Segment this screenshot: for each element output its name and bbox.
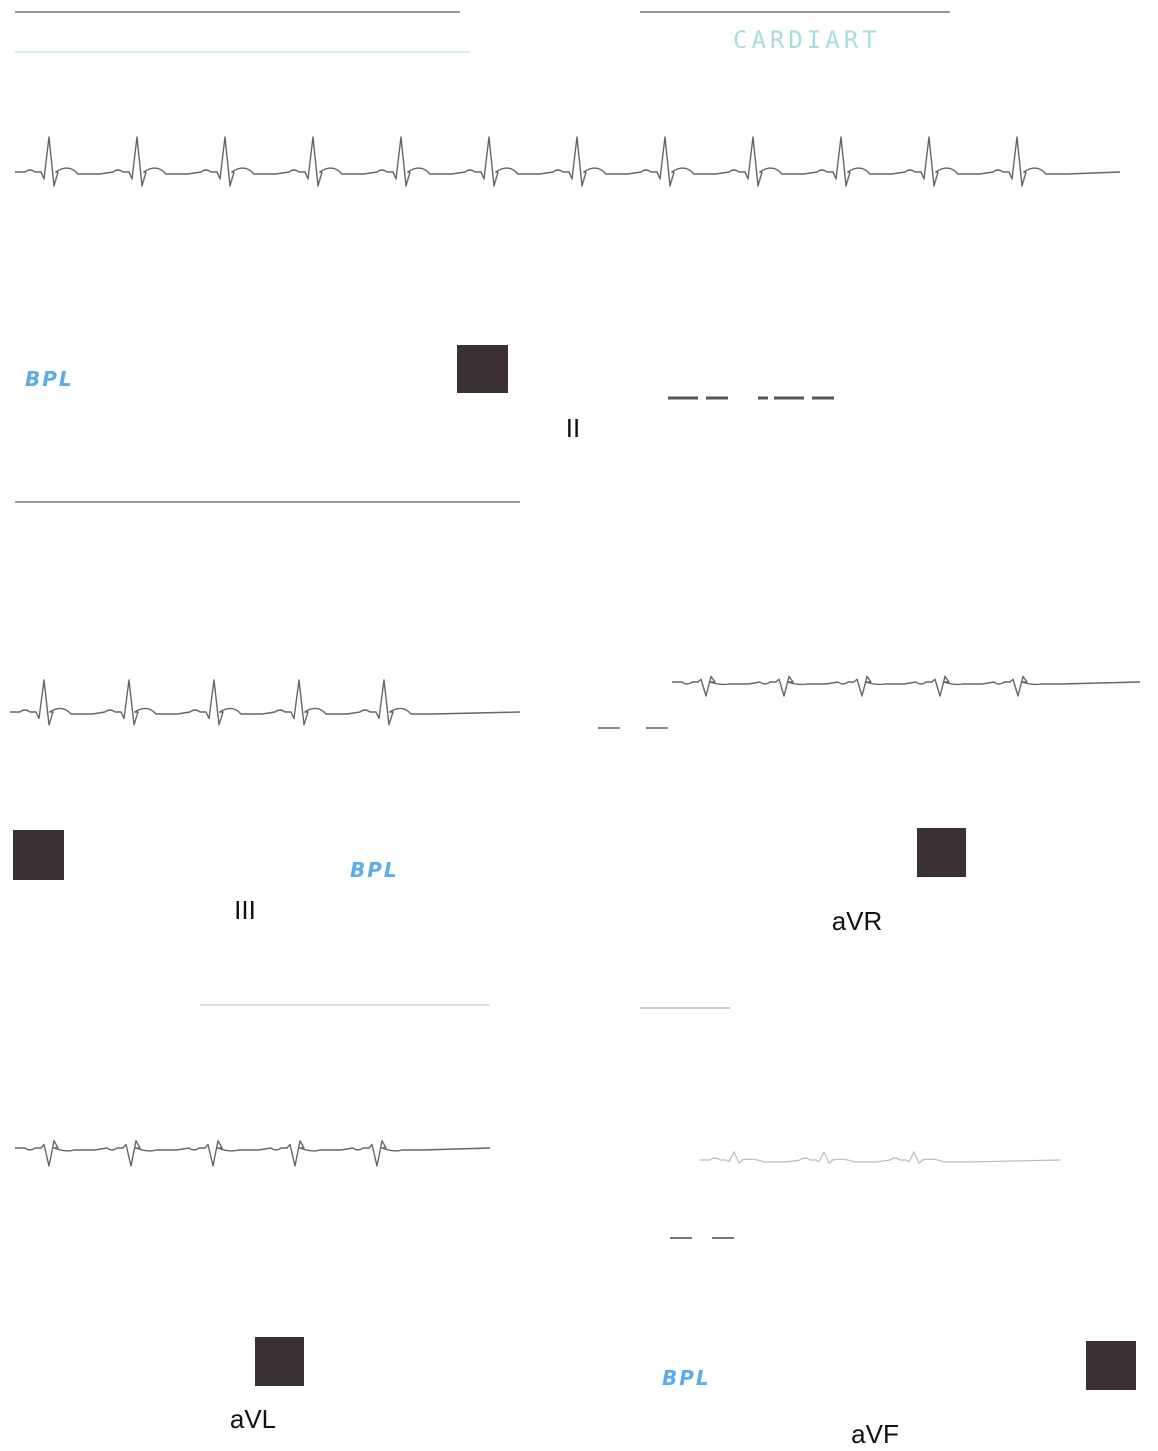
brand-mark: BPL	[350, 858, 399, 882]
ecg-trace	[700, 1152, 1060, 1163]
ecg-page: CARDIART BPL BPL BPL II III aVR aVL aVF	[0, 0, 1158, 1451]
brand-mark: BPL	[25, 367, 74, 391]
ecg-trace	[10, 680, 520, 725]
traces	[10, 137, 1140, 1166]
ecg-trace	[15, 1141, 490, 1166]
brand: CARDIART	[733, 26, 881, 54]
brand-mark: BPL	[662, 1366, 711, 1390]
calibration-square	[457, 345, 508, 393]
lead-label: aVF	[851, 1419, 899, 1449]
lead-label: II	[566, 413, 580, 443]
calibration-square	[255, 1337, 304, 1386]
calibration-square	[13, 830, 64, 880]
calibration-square	[917, 828, 966, 877]
lead-label: III	[234, 895, 256, 925]
lead-label: aVL	[230, 1404, 276, 1434]
calibration-square	[1086, 1341, 1136, 1390]
ecg-trace	[15, 137, 1120, 186]
lead-label: aVR	[832, 906, 883, 936]
ecg-trace	[672, 676, 1140, 696]
